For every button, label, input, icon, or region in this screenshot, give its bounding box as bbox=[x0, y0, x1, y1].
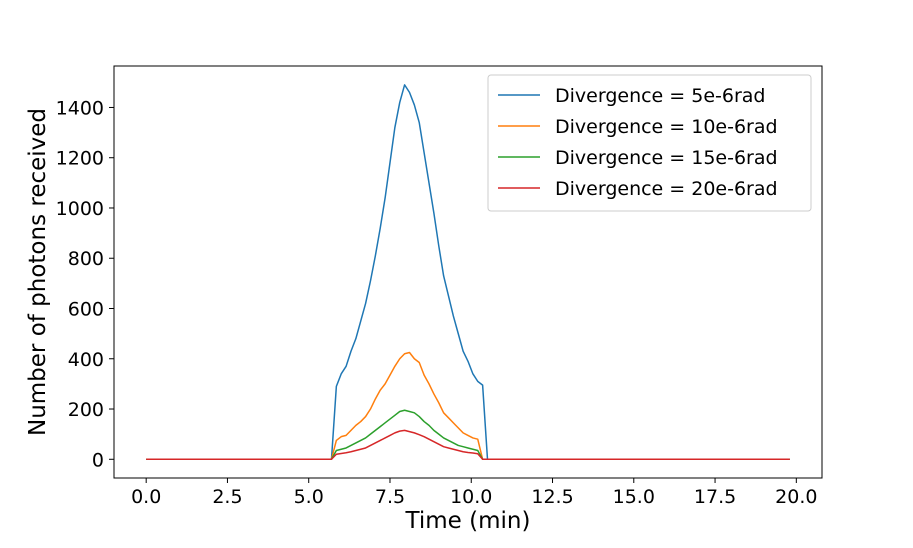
legend-box bbox=[487, 74, 812, 212]
x-tick-label: 7.5 bbox=[375, 486, 405, 508]
y-tick-label: 1000 bbox=[56, 198, 104, 220]
y-tick-label: 200 bbox=[68, 399, 104, 421]
axes-frame bbox=[113, 65, 823, 479]
y-axis-title: Number of photons received bbox=[25, 108, 51, 436]
series-line-1 bbox=[146, 84, 790, 461]
x-tick-label: 20.0 bbox=[775, 486, 817, 508]
series-line-2 bbox=[146, 351, 790, 461]
legend: Divergence = 5e-6rad Divergence = 10e-6ra… bbox=[487, 74, 812, 212]
legend-label: Divergence = 20e-6rad bbox=[555, 178, 778, 200]
series-line-4 bbox=[146, 429, 790, 461]
y-tick-label: 600 bbox=[68, 299, 104, 321]
y-tick-label: 0 bbox=[92, 449, 104, 471]
legend-label: Divergence = 15e-6rad bbox=[555, 147, 778, 169]
x-tick-label: 12.5 bbox=[531, 486, 573, 508]
series-layer bbox=[146, 84, 790, 461]
x-tick-label: 5.0 bbox=[294, 486, 324, 508]
x-tick-label: 0.0 bbox=[131, 486, 161, 508]
legend-label: Divergence = 5e-6rad bbox=[555, 85, 765, 107]
x-tick-label: 15.0 bbox=[613, 486, 655, 508]
x-tick-label: 10.0 bbox=[450, 486, 492, 508]
legend-label: Divergence = 10e-6rad bbox=[555, 116, 778, 138]
x-axis-title: Time (min) bbox=[405, 508, 531, 534]
plot-area bbox=[113, 65, 823, 479]
y-tick-label: 400 bbox=[68, 349, 104, 371]
series-line-3 bbox=[146, 409, 790, 461]
y-tick-label: 800 bbox=[68, 248, 104, 270]
y-tick-label: 1200 bbox=[56, 148, 104, 170]
x-tick-label: 17.5 bbox=[694, 486, 736, 508]
x-tick-label: 2.5 bbox=[212, 486, 242, 508]
y-axis: 0 200 400 600 800 1000 1200 1400 bbox=[56, 97, 114, 471]
y-tick-label: 1400 bbox=[56, 97, 104, 119]
x-axis: 0.0 2.5 5.0 7.5 10.0 12.5 15.0 17.5 20.0 bbox=[131, 478, 817, 508]
